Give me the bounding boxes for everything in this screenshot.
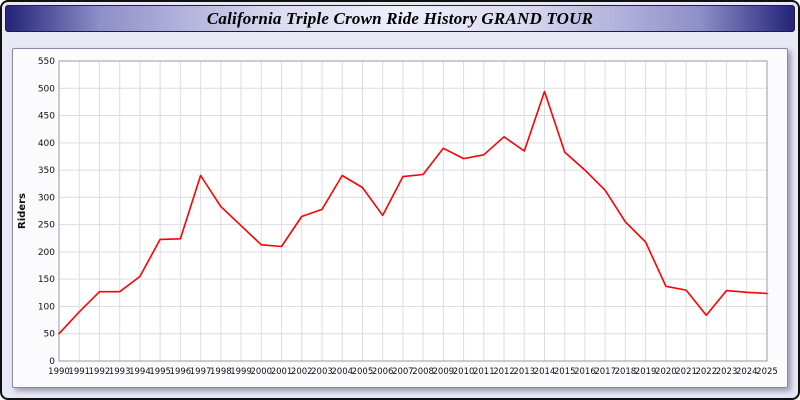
x-tick-label: 1990: [48, 367, 70, 377]
y-axis-tick-labels: 0 50 100 150 200 250 300 350 400 450 500 550: [38, 57, 55, 367]
x-tick-label: 1998: [210, 367, 232, 377]
y-tick-label: 450: [38, 112, 55, 122]
y-tick-label: 150: [38, 275, 55, 285]
x-tick-label: 2004: [331, 367, 353, 377]
x-tick-label: 2001: [271, 367, 293, 377]
y-tick-label: 0: [49, 357, 55, 367]
x-tick-label: 2011: [473, 367, 495, 377]
x-tick-label: 1997: [190, 367, 212, 377]
x-tick-label: 1999: [230, 367, 252, 377]
title-bar: California Triple Crown Ride History GRA…: [5, 5, 795, 32]
x-tick-label: 2007: [392, 367, 414, 377]
x-tick-label: 2014: [534, 367, 556, 377]
x-tick-label: 2009: [433, 367, 455, 377]
y-tick-label: 400: [38, 139, 55, 149]
x-tick-label: 1991: [68, 367, 90, 377]
y-tick-label: 100: [38, 302, 55, 312]
x-tick-label: 2023: [716, 367, 738, 377]
x-tick-label: 2003: [311, 367, 333, 377]
x-tick-label: 1995: [149, 367, 171, 377]
x-tick-label: 2008: [412, 367, 434, 377]
y-tick-label: 250: [38, 221, 55, 231]
x-tick-label: 2019: [635, 367, 657, 377]
line-chart: 0 50 100 150 200 250 300 350 400 450 500 550 1990 199…: [12, 48, 788, 388]
y-tick-label: 500: [38, 84, 55, 94]
x-tick-label: 2021: [675, 367, 697, 377]
y-tick-label: 300: [38, 193, 55, 203]
x-tick-label: 2012: [493, 367, 515, 377]
plot-area: [59, 61, 767, 361]
x-tick-label: 2017: [594, 367, 616, 377]
plot-border: [58, 60, 768, 362]
x-tick-label: 2002: [291, 367, 313, 377]
x-tick-label: 2022: [695, 367, 717, 377]
x-tick-label: 2020: [655, 367, 677, 377]
riders-series-line: [58, 90, 768, 335]
x-tick-label: 2024: [736, 367, 758, 377]
x-tick-label: 2000: [250, 367, 272, 377]
x-tick-label: 2010: [453, 367, 475, 377]
y-tick-label: 50: [44, 330, 56, 340]
chart-title: California Triple Crown Ride History GRA…: [206, 8, 594, 28]
x-tick-label: 2025: [756, 367, 778, 377]
x-tick-label: 2005: [352, 367, 374, 377]
x-tick-label: 2018: [615, 367, 637, 377]
x-tick-label: 2016: [574, 367, 596, 377]
x-tick-label: 2015: [554, 367, 576, 377]
y-axis-label: Riders: [17, 193, 28, 229]
x-tick-label: 1992: [89, 367, 111, 377]
y-tick-label: 350: [38, 166, 55, 176]
x-tick-label: 1994: [129, 367, 151, 377]
chart-svg: 0501001502002503003504004505005501990199…: [17, 57, 778, 377]
gridlines: [58, 60, 768, 362]
y-tick-label: 550: [38, 57, 55, 67]
y-tick-label: 200: [38, 248, 55, 258]
x-axis-tick-labels: 1990199119921993199419951996199719981999…: [48, 367, 778, 377]
x-tick-label: 2006: [372, 367, 394, 377]
x-tick-label: 2013: [513, 367, 535, 377]
x-tick-label: 1993: [109, 367, 131, 377]
x-tick-label: 1996: [170, 367, 192, 377]
